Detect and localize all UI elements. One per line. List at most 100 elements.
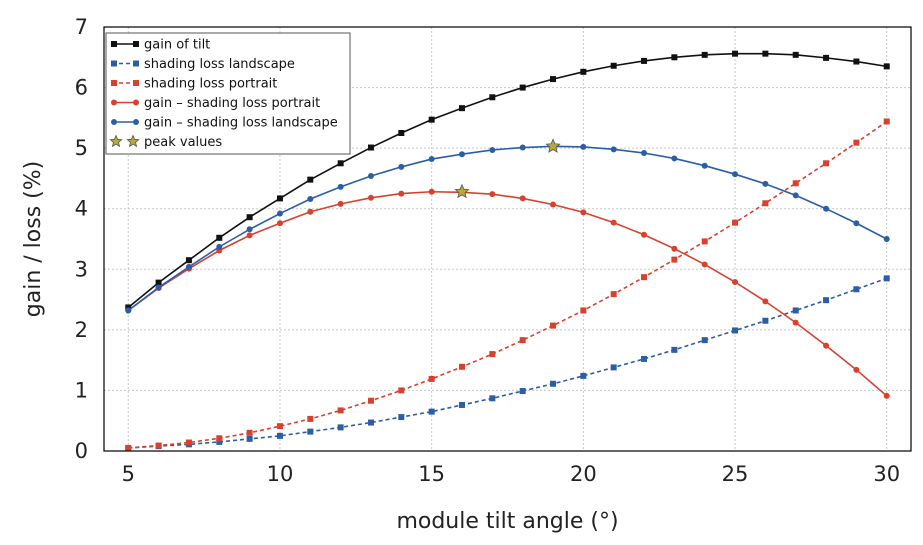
series-4-point-9 [398, 163, 405, 170]
plot-frame [103, 26, 912, 452]
series-1-point-24 [853, 286, 860, 293]
series-line-2 [128, 120, 888, 449]
series-1-point-11 [458, 401, 465, 408]
series-3-point-10 [428, 188, 435, 195]
series-line-0 [127, 52, 887, 309]
series-2-point-25 [883, 118, 890, 125]
series-4-point-20 [732, 171, 739, 178]
series-0-point-15 [580, 68, 587, 75]
series-3-point-13 [519, 195, 526, 202]
series-3-point-18 [671, 245, 678, 252]
y-tick-label-5: 5 [75, 136, 88, 160]
y-axis-title: gain / loss (%) [21, 161, 46, 317]
legend-label-1: shading loss landscape [144, 57, 295, 72]
series-2-point-20 [732, 219, 739, 226]
series-3-point-12 [489, 191, 496, 198]
series-0-point-23 [823, 54, 830, 61]
series-3-point-8 [367, 194, 374, 201]
series-0-point-10 [428, 116, 435, 123]
legend-label-0: gain of tilt [144, 38, 210, 53]
legend-marker-b-4 [133, 119, 139, 125]
series-3 [125, 188, 890, 399]
series-4-point-13 [519, 144, 526, 151]
series-0-point-17 [641, 57, 648, 64]
y-tick-label-1: 1 [75, 378, 88, 402]
series-0-point-16 [610, 62, 617, 69]
series-0-point-20 [732, 50, 739, 57]
series-2-point-1 [155, 442, 162, 449]
legend-label-5: peak values [144, 135, 222, 150]
series-3-point-23 [823, 342, 830, 349]
series-0-point-21 [762, 50, 769, 57]
series-4-point-21 [762, 180, 769, 187]
series-0-point-9 [398, 130, 405, 136]
series-1-point-5 [276, 432, 283, 439]
series-1-point-9 [398, 414, 405, 421]
peak-marker-1 [545, 138, 561, 153]
y-tick-label-6: 6 [75, 76, 88, 100]
series-4-point-4 [246, 226, 253, 233]
series-2-point-21 [762, 200, 769, 207]
series-1-point-12 [489, 395, 496, 402]
series-3-point-9 [398, 190, 405, 197]
series-3-point-6 [307, 208, 314, 215]
series-layer [125, 50, 890, 451]
series-1-point-6 [307, 428, 314, 435]
series-1 [125, 275, 890, 451]
series-3-point-16 [610, 219, 617, 226]
legend-marker-b-2 [133, 80, 139, 86]
series-4-point-7 [337, 183, 344, 190]
legend-marker-b-3 [133, 99, 139, 106]
legend-marker-b-0 [133, 41, 139, 47]
x-tick-label-2: 15 [418, 462, 445, 486]
series-4-point-3 [216, 243, 223, 250]
series-2-point-18 [671, 256, 678, 263]
series-2-point-9 [398, 387, 405, 394]
series-3-point-19 [701, 261, 708, 268]
series-1-point-23 [823, 297, 830, 304]
series-0-point-3 [216, 234, 223, 241]
series-2-point-5 [276, 423, 283, 430]
series-0-point-2 [185, 257, 192, 264]
series-2-point-17 [641, 274, 648, 281]
series-2-point-22 [792, 180, 799, 187]
series-1-point-19 [701, 337, 708, 344]
series-4-point-12 [489, 146, 496, 153]
series-4-point-1 [155, 284, 162, 291]
series-4-point-18 [671, 155, 678, 162]
series-4-point-2 [185, 263, 192, 270]
series-line-4 [127, 145, 888, 312]
series-0-point-1 [155, 279, 162, 286]
series-1-point-3 [216, 438, 223, 445]
legend-item-4: gain – shading loss landscape [111, 116, 338, 131]
series-1-point-14 [550, 380, 557, 387]
series-1-point-13 [519, 388, 526, 395]
series-0-point-22 [792, 51, 799, 58]
legend-item-2: shading loss portrait [111, 77, 277, 92]
series-0-point-14 [550, 76, 557, 83]
series-1-point-10 [428, 408, 435, 415]
legend-item-3: gain – shading loss portrait [111, 96, 320, 111]
series-2-point-4 [246, 429, 253, 436]
series-1-point-15 [580, 372, 587, 379]
legend-marker-a-5 [109, 134, 123, 148]
series-2-point-6 [307, 415, 314, 422]
series-4-point-22 [792, 192, 799, 199]
y-tick-label-3: 3 [75, 257, 88, 281]
series-3-point-22 [792, 319, 799, 326]
series-0-point-25 [883, 63, 890, 70]
series-2-point-24 [853, 139, 860, 146]
series-0-point-24 [853, 58, 860, 65]
series-0-point-0 [125, 304, 132, 311]
legend-marker-a-1 [111, 60, 117, 67]
legend-label-2: shading loss portrait [144, 77, 277, 92]
x-tick-labels: 5 10 15 20 25 30 [122, 462, 901, 486]
x-axis-title: module tilt angle (°) [396, 509, 618, 534]
legend-marker-a-2 [111, 80, 117, 86]
series-line-1 [128, 277, 888, 449]
peak-markers [454, 138, 561, 199]
series-4-point-19 [701, 162, 708, 169]
peak-marker-0 [454, 183, 470, 199]
series-3-point-24 [853, 366, 860, 373]
